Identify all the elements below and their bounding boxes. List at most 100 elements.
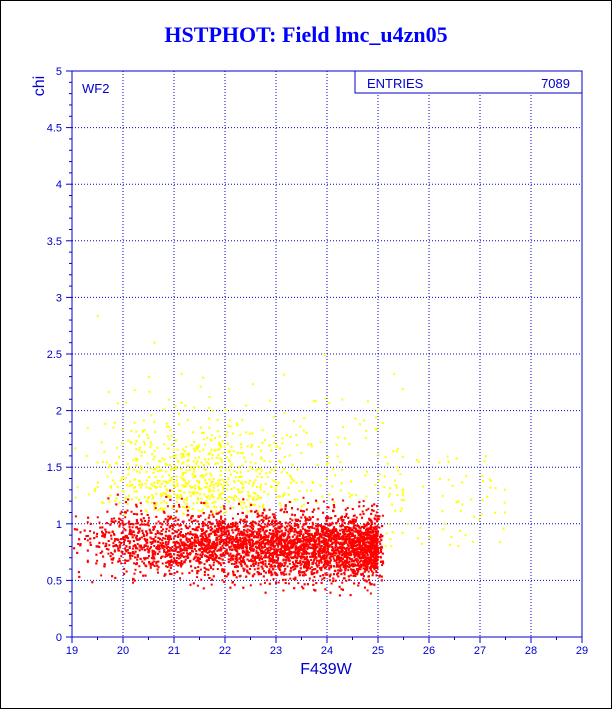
scatter-point [163, 520, 165, 523]
scatter-point [371, 547, 374, 550]
scatter-point [370, 528, 373, 531]
scatter-point [312, 481, 315, 484]
scatter-point [199, 493, 201, 496]
scatter-point [119, 522, 122, 525]
scatter-point [136, 558, 139, 561]
scatter-point [346, 526, 349, 528]
scatter-point [224, 575, 227, 578]
scatter-point [313, 527, 316, 530]
scatter-point [283, 570, 286, 573]
scatter-point [393, 373, 396, 376]
scatter-point [261, 441, 264, 444]
scatter-point [334, 474, 337, 477]
scatter-point [200, 510, 203, 513]
scatter-point [138, 483, 141, 486]
scatter-point [175, 501, 178, 504]
scatter-point [161, 562, 164, 565]
scatter-point [219, 510, 222, 513]
scatter-point [193, 468, 195, 471]
scatter-point [281, 437, 284, 440]
scatter-point [323, 526, 326, 529]
scatter-point [287, 493, 290, 496]
scatter-point [208, 396, 211, 398]
scatter-point [295, 481, 298, 484]
scatter-point [227, 572, 230, 575]
scatter-point [373, 583, 376, 586]
scatter-point [203, 474, 206, 477]
scatter-point [248, 539, 251, 542]
scatter-point [156, 479, 159, 482]
scatter-point [143, 429, 146, 432]
scatter-point [203, 493, 206, 496]
scatter-point [332, 467, 335, 470]
scatter-point [336, 455, 339, 458]
scatter-point [265, 472, 268, 475]
scatter-point [232, 517, 234, 520]
scatter-point [269, 399, 272, 402]
scatter-point [241, 537, 244, 540]
scatter-point [135, 440, 138, 443]
scatter-point [249, 495, 252, 498]
scatter-point [160, 482, 163, 485]
scatter-point [193, 556, 196, 559]
scatter-point [191, 491, 194, 494]
scatter-point [361, 553, 364, 556]
scatter-point [388, 493, 391, 496]
scatter-point [149, 530, 152, 533]
scatter-point [123, 490, 125, 493]
scatter-point [280, 548, 282, 550]
scatter-point [176, 484, 179, 487]
scatter-point [159, 493, 162, 495]
scatter-point [273, 551, 276, 554]
scatter-point [181, 453, 184, 456]
scatter-point [279, 447, 281, 450]
scatter-point [199, 568, 202, 571]
scatter-point [227, 477, 230, 480]
scatter-point [362, 500, 365, 503]
scatter-point [227, 573, 230, 576]
scatter-point [149, 566, 152, 569]
scatter-point [153, 449, 156, 452]
scatter-point [96, 485, 99, 488]
scatter-point [319, 441, 322, 444]
scatter-point [216, 529, 219, 532]
scatter-point [186, 419, 189, 422]
scatter-point [457, 545, 460, 547]
scatter-point [211, 527, 214, 530]
scatter-point [145, 500, 148, 503]
scatter-point [107, 552, 110, 555]
scatter-point [359, 568, 362, 571]
scatter-point [191, 569, 194, 572]
scatter-point [175, 557, 178, 559]
scatter-point [158, 479, 161, 482]
scatter-point [372, 571, 375, 574]
scatter-point [402, 499, 405, 502]
scatter-point [76, 486, 79, 489]
scatter-point [296, 508, 299, 511]
scatter-point [218, 448, 221, 451]
scatter-point [270, 468, 273, 471]
scatter-point [355, 494, 358, 496]
scatter-point [188, 547, 191, 550]
scatter-point [152, 526, 155, 529]
scatter-point [394, 509, 397, 512]
scatter-point [146, 510, 148, 513]
scatter-point [264, 564, 267, 567]
scatter-point [328, 579, 331, 582]
scatter-point [104, 528, 107, 531]
scatter-point [233, 539, 236, 542]
scatter-point [188, 452, 191, 455]
scatter-point [218, 479, 221, 482]
scatter-point [180, 372, 183, 375]
scatter-point [326, 529, 329, 532]
scatter-point [150, 537, 153, 540]
scatter-point [180, 552, 183, 555]
scatter-point [200, 461, 203, 464]
scatter-point [111, 561, 114, 564]
scatter-point [229, 473, 232, 476]
scatter-point [144, 509, 147, 512]
scatter-point [249, 479, 252, 482]
scatter-point [316, 545, 319, 548]
scatter-point [177, 489, 180, 492]
scatter-point [180, 565, 183, 568]
